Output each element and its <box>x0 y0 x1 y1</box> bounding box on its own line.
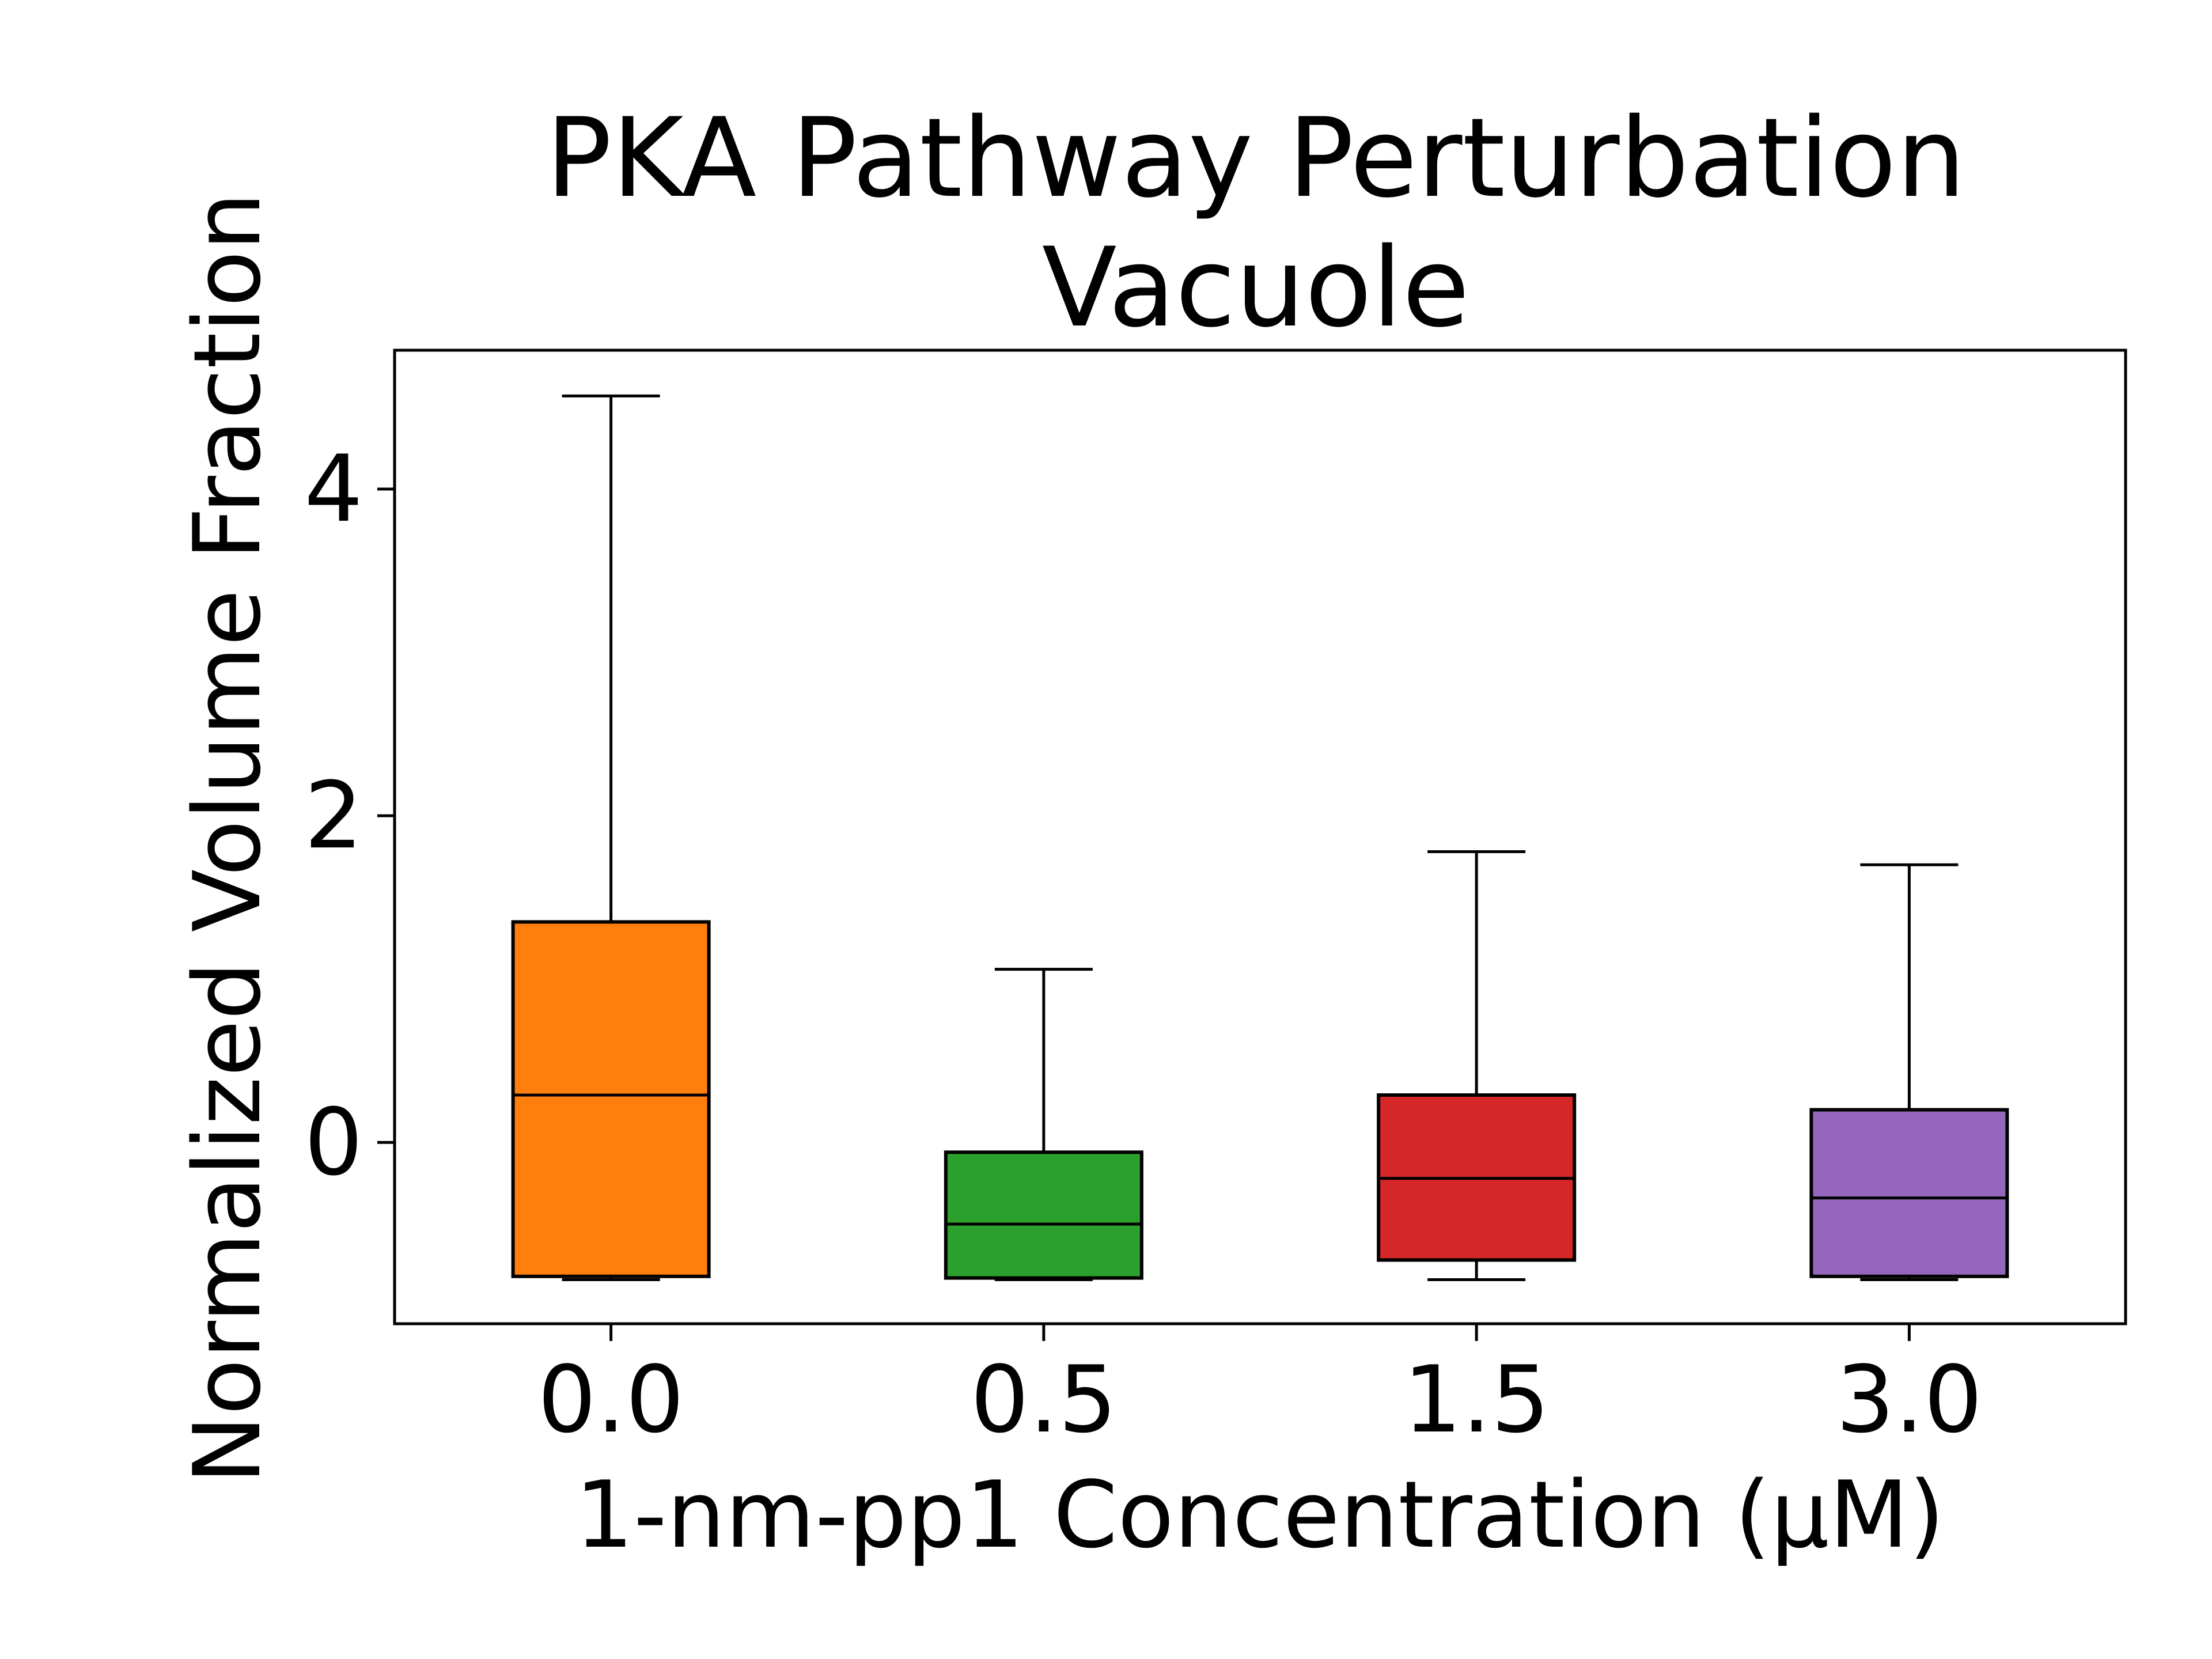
box-0.0 <box>511 394 711 1281</box>
x-tick-label: 1.5 <box>1403 1346 1550 1453</box>
chart-title-line-1: PKA Pathway Perturbation <box>546 94 1965 222</box>
x-axis-label: 1-nm-pp1 Concentration (μM) <box>575 1461 1945 1569</box>
plot-area <box>511 394 2009 1281</box>
box-3.0 <box>1809 863 2009 1281</box>
x-axis: 0.0 0.5 1.5 3.0 <box>537 1324 1983 1453</box>
box-1.5 <box>1377 850 1577 1281</box>
y-tick-label: 0 <box>304 1088 363 1196</box>
x-tick-label: 0.0 <box>537 1346 684 1453</box>
x-tick-label: 0.5 <box>971 1346 1117 1453</box>
plot-frame <box>393 349 2127 1325</box>
box-0.5 <box>944 968 1143 1281</box>
y-axis-label: Normalized Volume Fraction <box>173 192 281 1484</box>
iqr-box <box>511 920 711 1278</box>
y-tick-label: 4 <box>304 435 363 543</box>
x-tick-label: 3.0 <box>1836 1346 1982 1453</box>
y-tick-label: 2 <box>304 762 363 869</box>
iqr-box <box>1809 1108 2009 1278</box>
chart-title-line-2: Vacuole <box>1042 224 1469 351</box>
iqr-box <box>944 1150 1143 1280</box>
y-axis: 0 2 4 <box>304 435 395 1196</box>
